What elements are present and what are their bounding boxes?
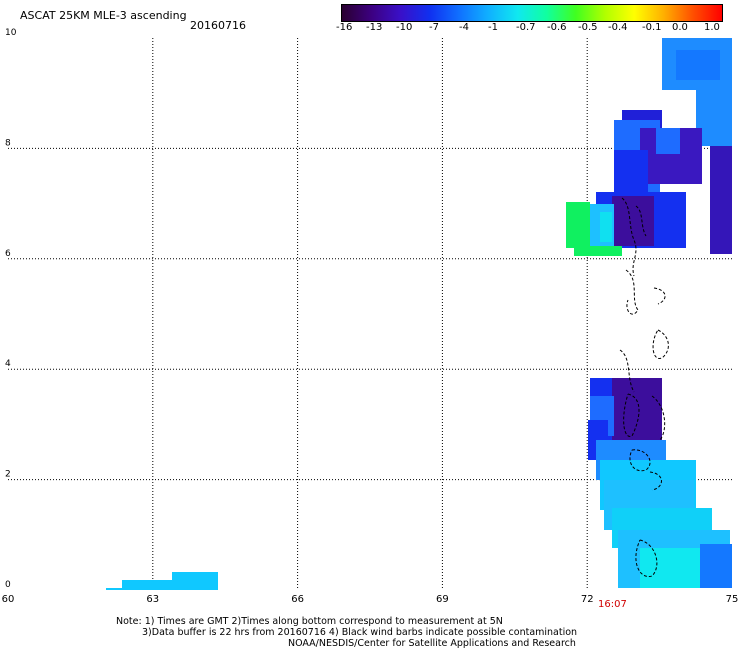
wind-swath-south	[106, 378, 732, 590]
colorbar-label: -1	[488, 22, 498, 33]
x-tick-label: 66	[291, 594, 304, 605]
y-tick-label: 4	[5, 359, 11, 369]
y-tick-label: 10	[5, 28, 17, 38]
y-tick-label: 6	[5, 249, 11, 259]
note-line-2: 3)Data buffer is 22 hrs from 20160716 4)…	[142, 627, 578, 638]
x-tick-label: 63	[146, 594, 159, 605]
product-date: 20160716	[190, 19, 246, 32]
colorbar-label: -0.4	[608, 22, 628, 33]
colorbar-label: -0.1	[642, 22, 662, 33]
y-tick-label: 2	[5, 470, 11, 480]
x-tick-label: 69	[436, 594, 449, 605]
note-line-1: Note: 1) Times are GMT 2)Times along bot…	[116, 616, 503, 627]
y-tick-label: 8	[5, 138, 11, 148]
colorbar-label: -10	[396, 22, 413, 33]
colorbar-label: -0.5	[578, 22, 598, 33]
colorbar-label: -13	[366, 22, 383, 33]
y-tick-label: 0	[5, 580, 11, 590]
colorbar-label: -16	[336, 22, 353, 33]
x-tick-label: 75	[726, 594, 739, 605]
note-line-3: NOAA/NESDIS/Center for Satellite Applica…	[288, 638, 576, 649]
axis-tick-labels: 60 63 66 69 72 75 0 2 4 6 8 10	[2, 28, 739, 605]
colorbar-label: -0.7	[516, 22, 536, 33]
island-coastlines	[619, 197, 669, 578]
colorbar-label: 0.0	[672, 22, 688, 33]
wind-swath-north	[566, 38, 732, 256]
colorbar-gradient	[341, 4, 723, 22]
product-title: ASCAT 25KM MLE-3 ascending	[20, 9, 187, 22]
pass-time-label: 16:07	[598, 599, 627, 610]
colorbar-label: -4	[459, 22, 469, 33]
colorbar-label: -0.6	[547, 22, 567, 33]
colorbar-labels: -16 -13 -10 -7 -4 -1 -0.7 -0.6 -0.5 -0.4…	[336, 22, 722, 34]
colorbar-label: 1.0	[704, 22, 720, 33]
x-tick-label: 60	[2, 594, 15, 605]
colorbar: -16 -13 -10 -7 -4 -1 -0.7 -0.6 -0.5 -0.4…	[336, 4, 723, 33]
colorbar-label: -7	[429, 22, 439, 33]
x-tick-label: 72	[581, 594, 594, 605]
